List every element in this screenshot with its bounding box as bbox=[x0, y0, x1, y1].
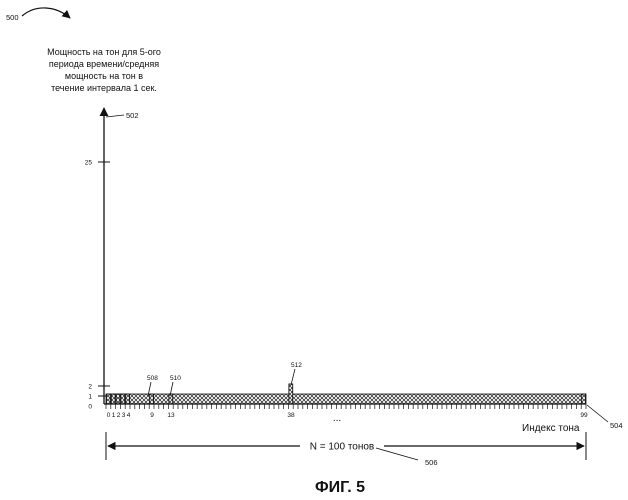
tone-bar-38 bbox=[289, 384, 293, 404]
x-axis-ref-504: 504 bbox=[610, 421, 623, 430]
x-tick-label-2: 2 bbox=[117, 412, 121, 419]
span-label: N = 100 тонов bbox=[310, 442, 375, 453]
y-tick-label-25: 25 bbox=[85, 160, 93, 167]
tone-bar-0 bbox=[107, 394, 111, 404]
tone-bar-4 bbox=[126, 394, 130, 404]
x-tick-label-38: 38 bbox=[287, 412, 295, 419]
tone-bar-9 bbox=[150, 394, 154, 404]
tone-row-background bbox=[106, 394, 586, 404]
x-tick-label-99: 99 bbox=[580, 412, 588, 419]
x-tick-comb bbox=[106, 404, 586, 409]
span-ref-506: 506 bbox=[425, 458, 438, 467]
tone-bar-99 bbox=[582, 394, 586, 404]
y-axis-label-line: периода времени/средняя bbox=[49, 59, 159, 69]
span-callout-leader bbox=[376, 448, 418, 460]
callout-512-leader bbox=[291, 369, 295, 385]
x-axis-label: Индекс тона bbox=[522, 423, 580, 434]
y-tick-label-1: 1 bbox=[88, 394, 92, 401]
y-axis-label-line: мощность на тон в bbox=[65, 71, 143, 81]
callout-510: 510 bbox=[170, 375, 181, 382]
y-tick-label-2: 2 bbox=[88, 384, 92, 391]
tone-bar-13 bbox=[169, 394, 173, 404]
y-axis-ref-502: 502 bbox=[126, 111, 139, 120]
x-tick-label-13: 13 bbox=[167, 412, 175, 419]
x-tick-label-4: 4 bbox=[127, 412, 131, 419]
callout-512: 512 bbox=[291, 362, 302, 369]
y-axis-label-line: Мощность на тон для 5-ого bbox=[47, 47, 161, 57]
y-tick-label-0: 0 bbox=[88, 404, 92, 411]
y-axis-callout-leader bbox=[106, 115, 124, 117]
tone-bars bbox=[106, 384, 586, 404]
tone-bar-1 bbox=[111, 394, 115, 404]
tone-bar-2 bbox=[116, 394, 120, 404]
x-tick-label-3: 3 bbox=[122, 412, 126, 419]
tone-bar-3 bbox=[121, 394, 125, 404]
x-tick-label-0: 0 bbox=[107, 412, 111, 419]
figure-ref-arrow bbox=[22, 8, 70, 18]
figure-caption: ФИГ. 5 bbox=[315, 479, 365, 496]
x-tick-label-1: 1 bbox=[112, 412, 116, 419]
x-tick-label-9: 9 bbox=[150, 412, 154, 419]
y-axis-label-line: течение интервала 1 сек. bbox=[51, 83, 157, 93]
figure-ref-500: 500 bbox=[6, 13, 19, 22]
x-axis-callout-leader bbox=[587, 405, 608, 422]
y-axis-label: Мощность на тон для 5-ого периода времен… bbox=[47, 47, 161, 93]
x-axis-ellipsis: ... bbox=[333, 413, 341, 424]
callout-508: 508 bbox=[147, 375, 158, 382]
